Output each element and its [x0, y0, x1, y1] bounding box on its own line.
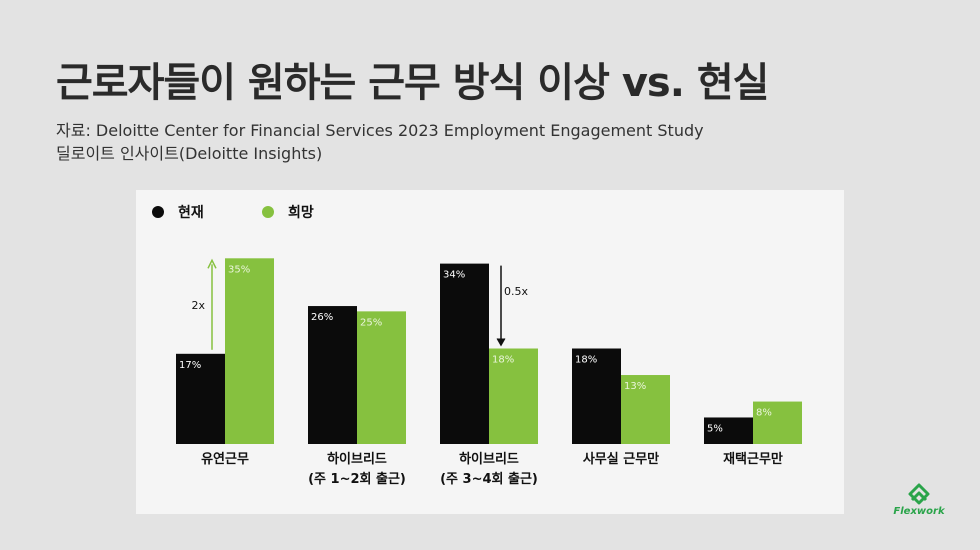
flexwork-logo: Flexwork	[888, 480, 950, 520]
source-text: 자료: Deloitte Center for Financial Servic…	[56, 119, 704, 165]
value-label-희망-4: 8%	[756, 408, 772, 419]
bar-현재-4	[704, 417, 753, 444]
bar-희망-0	[225, 258, 274, 444]
value-label-현재-3: 18%	[575, 355, 597, 366]
bar-현재-2	[440, 263, 489, 444]
category-label-3-0: 사무실 근무만	[583, 451, 659, 467]
category-label-4-0: 재택근무만	[723, 451, 783, 467]
value-label-현재-1: 26%	[311, 312, 333, 323]
value-label-현재-4: 5%	[707, 423, 723, 434]
value-label-희망-2: 18%	[492, 355, 514, 366]
bar-현재-1	[308, 306, 357, 444]
flexwork-logo-icon	[908, 483, 930, 505]
legend-marker-1	[262, 206, 274, 218]
category-label-0-0: 유연근무	[201, 452, 249, 467]
chart-panel: 현재 희망 17% 35% 유연근무 26% 25% 하이브리드 (주 1~2회 출근) 34% 1…	[136, 190, 844, 514]
source-line-2: 딜로이트 인사이트(Deloitte Insights)	[56, 144, 323, 163]
bar-희망-1	[357, 311, 406, 444]
page-title: 근로자들이 원하는 근무 방식 이상 vs. 현실	[56, 60, 769, 106]
bar-현재-3	[572, 348, 621, 444]
bar-chart: 현재 희망 17% 35% 유연근무 26% 25% 하이브리드 (주 1~2회 출근) 34% 1…	[152, 204, 802, 487]
source-line-1: 자료: Deloitte Center for Financial Servic…	[56, 121, 704, 140]
value-label-현재-0: 17%	[179, 360, 201, 371]
category-label-1-1: (주 1~2회 출근)	[308, 471, 406, 487]
logo-text: Flexwork	[893, 506, 945, 517]
bar-희망-3	[621, 375, 670, 444]
annotation-arrowhead-0	[207, 258, 217, 269]
annotation-arrowhead-1	[496, 338, 506, 347]
value-label-현재-2: 34%	[443, 270, 465, 281]
category-label-2-0: 하이브리드	[459, 451, 519, 467]
legend-label-0: 현재	[178, 205, 204, 221]
category-label-1-0: 하이브리드	[327, 451, 387, 467]
bar-희망-2	[489, 348, 538, 444]
bar-현재-0	[176, 353, 225, 444]
category-label-2-1: (주 3~4회 출근)	[440, 471, 538, 487]
value-label-희망-1: 25%	[360, 317, 382, 328]
value-label-희망-3: 13%	[624, 381, 646, 392]
annotation-label-0: 2x	[191, 299, 205, 312]
annotation-label-1: 0.5x	[504, 285, 528, 298]
legend-marker-0	[152, 206, 164, 218]
value-label-희망-0: 35%	[228, 264, 250, 275]
legend-label-1: 희망	[288, 204, 314, 221]
bar-희망-4	[753, 401, 802, 444]
